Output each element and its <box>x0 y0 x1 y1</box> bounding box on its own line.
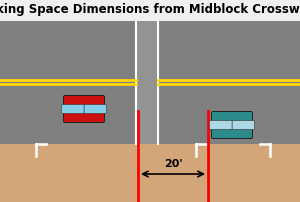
FancyBboxPatch shape <box>212 112 253 139</box>
FancyBboxPatch shape <box>64 96 104 123</box>
Bar <box>136 22 158 144</box>
FancyBboxPatch shape <box>232 121 254 130</box>
FancyBboxPatch shape <box>61 105 84 114</box>
FancyBboxPatch shape <box>209 121 232 130</box>
FancyBboxPatch shape <box>84 105 106 114</box>
Text: Parking Space Dimensions from Midblock Crosswalks: Parking Space Dimensions from Midblock C… <box>0 2 300 15</box>
Bar <box>0 22 300 144</box>
Text: 20': 20' <box>164 158 182 168</box>
Bar <box>0 144 300 202</box>
